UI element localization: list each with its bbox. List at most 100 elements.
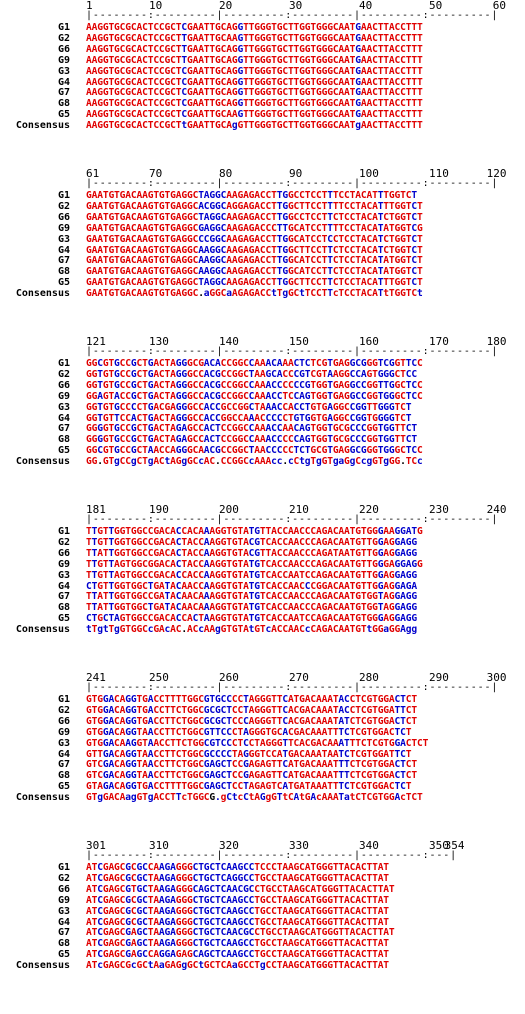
sequence-row: G8 TTATTGGTGGCTGATACAACAAAGGTGTATGTCACCAA… xyxy=(0,603,525,613)
sequence-text: AAGGTGCGCACTCCGCTCGAATTGCAGGTTGGGTGCTTGG… xyxy=(86,65,423,77)
sequence-name: G1 xyxy=(57,190,70,201)
sequence-name: G7 xyxy=(57,423,70,435)
sequence-text: TTGTTGGTGGCCGACACTACCAAGGTGTACGTCACCAACC… xyxy=(86,536,417,548)
sequence-text: GAATGTGACAAGTGTGAGGCTAGGCAAGAGACCTTGGCCT… xyxy=(86,190,417,201)
position-ruler: 1 10 20 30 40 50 60 xyxy=(0,0,525,11)
position-ruler: 181 190 200 210 220 230 240 xyxy=(0,504,525,515)
sequence-name: Consensus xyxy=(15,456,70,468)
position-ruler: 301 310 320 330 340 350 354 xyxy=(0,840,525,851)
sequence-text: GGTGTGCCGCTGACTAGGGCCACGCCGGCCAAACCCCCCG… xyxy=(86,379,423,391)
position-number: 290 xyxy=(429,671,449,684)
ruler-ticks: |--------:---------|---------:---------|… xyxy=(86,346,499,357)
sequence-row: G6 GGTGTGCCGCTGACTAGGGCCACGCCGGCCAAACCCCC… xyxy=(0,379,525,391)
sequence-name: G2 xyxy=(57,704,70,716)
sequence-name: G2 xyxy=(57,536,70,548)
sequence-name: G3 xyxy=(57,905,70,917)
sequence-row: G2 TTGTTGGTGGCCGACACTACCAAGGTGTACGTCACCAA… xyxy=(0,536,525,548)
position-number: 230 xyxy=(429,503,449,516)
sequence-row: G8 GAATGTGACAAGTGTGAGGCAAGGCAAGAGACCTTGGC… xyxy=(0,267,525,277)
sequence-text: ATCGAGCGCGCTAAGAGGGCTGCTCAAGCCTGCCTAAGCA… xyxy=(86,894,389,906)
position-number: 170 xyxy=(429,335,449,348)
position-number: 301 xyxy=(86,839,106,852)
sequence-text: ATCGAGCGAGCTAAGAGGGCTGCTCAAGCCTGCCTAAGCA… xyxy=(86,938,389,950)
sequence-text: GTGGACAAGGTAACCTTCTGGCGTCCCTCCTAGGGTTCAC… xyxy=(86,737,429,749)
sequence-text: AAGGTGCGCACTCCGCTTGAATTGCAAGTTGGGTGCTTGG… xyxy=(86,32,423,44)
position-number: 260 xyxy=(219,671,239,684)
position-number: 240 xyxy=(486,503,507,516)
position-number: 280 xyxy=(359,671,379,684)
sequence-name: G4 xyxy=(57,412,70,424)
sequence-text: ATCGAGCGAGCTAAGAGGGCTGCTCAACGCCTGCCTAAGC… xyxy=(86,927,395,939)
sequence-text: GGAGTACCGCTGACTAGGGCCACGCCGGCCAAACCTCCAG… xyxy=(86,390,423,402)
sequence-text: GAATGTGACAAGTGTGAGGCGAGGCAAGAGACCCTTGCAT… xyxy=(86,222,423,234)
sequence-text: ATCGAGCGCGCTAAGAGGGCTGCTCAAGCCTGCCTAAGCA… xyxy=(86,905,389,917)
sequence-text: GTCGACAGGTAACCTTCTGGCGAGCTCCGAGAGTTCATGA… xyxy=(86,759,417,771)
sequence-text: TTATTGGTGGCCGATACAACAAAGGTGTATGTCACCAACC… xyxy=(86,591,417,603)
sequence-name: G6 xyxy=(57,715,70,727)
sequence-text: GTTGACAGGTAACCTTCTGGCGCCCCTAGGGTCCATGACA… xyxy=(86,748,412,760)
sequence-row: G8 GTCGACAGGTAACCTTCTGGCGAGCTCCGAGAGTTCAT… xyxy=(0,771,525,781)
sequence-name: G3 xyxy=(57,233,70,245)
sequence-name: G9 xyxy=(57,222,70,234)
sequence-name: G4 xyxy=(57,748,70,760)
sequence-text: GAATGTGACAAGTGTGAGGCTAGGCAAGAGACCTTGGCCT… xyxy=(86,211,423,223)
sequence-name: G6 xyxy=(57,883,70,895)
consensus-row: Consensus GG.GTgCCgCTgACtAGgGCcAC.CCGGCcA… xyxy=(0,457,525,467)
sequence-name: G2 xyxy=(57,32,70,44)
position-number: 241 xyxy=(86,671,106,684)
sequence-row: G2 GAATGTGACAAGTGTGAGGCACGGCAGGAGACCTTGGC… xyxy=(0,201,525,212)
sequence-text: AAGGTGCGCACTCCGCTTGAATTGCAGGTTGGGTGCTTGG… xyxy=(86,43,423,55)
sequence-row: G7 GGGGTGCCGCTGACTAGAGCCACTCCGGCCAAACCAAC… xyxy=(0,424,525,434)
sequence-name: G4 xyxy=(57,244,70,256)
sequence-name: G6 xyxy=(57,211,70,223)
sequence-row: G3 GGTGTGCCCCTGACGAGGGCCACCGCCGGCTAAACCAC… xyxy=(0,402,525,413)
position-number: 320 xyxy=(219,839,239,852)
sequence-text: TTATTGGTGGCTGATACAACAAAGGTGTATGTCACCAACC… xyxy=(86,602,417,614)
position-number: 1 xyxy=(86,0,93,12)
position-number: 40 xyxy=(359,0,373,12)
sequence-text: ATCGAGCGTGCTAAGAGGGCAGCTCAACGCCTGCCTAAGC… xyxy=(86,883,395,895)
position-number: 250 xyxy=(149,671,169,684)
sequence-name: G9 xyxy=(57,390,70,402)
position-number: 10 xyxy=(149,0,163,12)
sequence-name: G8 xyxy=(57,770,70,782)
sequence-text: ATCGAGCGCGCCAAGAGGGCTGCTCAAGCCTCCCTAAGCA… xyxy=(86,862,389,873)
sequence-text: GGGGTGCCGCTGACTAGAGCCACTCCGGCCAAACCCCCAG… xyxy=(86,434,417,446)
position-number: 340 xyxy=(359,839,379,852)
sequence-name: G5 xyxy=(57,613,70,625)
sequence-name: G4 xyxy=(57,76,70,88)
sequence-name: G8 xyxy=(57,602,70,614)
sequence-text: GTGGACAGGTGACCTTTTGGCGTGCCCCTAGGGTTCATGA… xyxy=(86,694,417,705)
position-number: 90 xyxy=(289,167,303,180)
sequence-name: G6 xyxy=(57,379,70,391)
sequence-row: G9 GAATGTGACAAGTGTGAGGCGAGGCAAGAGACCCTTGC… xyxy=(0,222,525,234)
sequence-name: G8 xyxy=(57,938,70,950)
sequence-text: GTGGACAGGTGACCTTCTGGCGCGCTCCCAGGGTTCACGA… xyxy=(86,715,417,727)
sequence-row: G3 GAATGTGACAAGTGTGAGGCCCGGCAAGAGACCTTGGC… xyxy=(0,233,525,245)
sequence-row: G9 GGAGTACCGCTGACTAGGGCCACGCCGGCCAAACCTCC… xyxy=(0,390,525,402)
sequence-row: G8 AAGGTGCGCACTCCGCTCGAATTGCAGGTTGGGTGCTT… xyxy=(0,99,525,109)
sequence-row: G3 GTGGACAAGGTAACCTTCTGGCGTCCCTCCTAGGGTTC… xyxy=(0,737,525,749)
sequence-name: G6 xyxy=(57,43,70,55)
position-number: 354 xyxy=(444,839,465,852)
sequence-row: G7 TTATTGGTGGCCGATACAACAAAGGTGTATGTCACCAA… xyxy=(0,592,525,602)
sequence-name: G7 xyxy=(57,87,70,99)
position-number: 70 xyxy=(149,167,163,180)
sequence-name: G1 xyxy=(57,358,70,369)
sequence-text: GTGGACAGGTAACCTTCTGGCGTTCCCTAGGGTGCACGAC… xyxy=(86,726,412,738)
sequence-text: CTGTTGGTGGCTGATACAACCAAGGTGTATGTCACCAACC… xyxy=(86,580,417,592)
sequence-row: G5 GGCGTGCCGCTAACCAGGGCAACGCCGGCTAACCCCCT… xyxy=(0,446,525,456)
sequence-name: G3 xyxy=(57,65,70,77)
position-number: 120 xyxy=(486,167,507,180)
sequence-row: G5 GTAGACAGGTGACCTTTTGGCGAGCTCCTAGAGTCATG… xyxy=(0,782,525,792)
sequence-name: G9 xyxy=(57,894,70,906)
sequence-text: AAGGTGCGCACTCCGCTCGAATTGCAAGTTGGGTGCTTGG… xyxy=(86,109,423,121)
sequence-text: CTGCTAGTGGCCGACACCACTAAGGTGTATGTCACCAATC… xyxy=(86,613,417,625)
position-number: 110 xyxy=(429,167,449,180)
position-number: 190 xyxy=(149,503,169,516)
sequence-text: GTGGACAGGTGACCTTCTGGCGCGCTCCTAGGGTTCACGA… xyxy=(86,704,417,716)
sequence-name: G1 xyxy=(57,526,70,537)
sequence-text: GGTGTGCCGCTGACTAGGGCCACGCCGGCTAAGCACCCGT… xyxy=(86,368,417,380)
sequence-name: G7 xyxy=(57,927,70,939)
sequence-text: ATcGAGCGcGCtAaGAGgGCtGCTCAaGCCTgCCTAAGCA… xyxy=(86,960,389,972)
